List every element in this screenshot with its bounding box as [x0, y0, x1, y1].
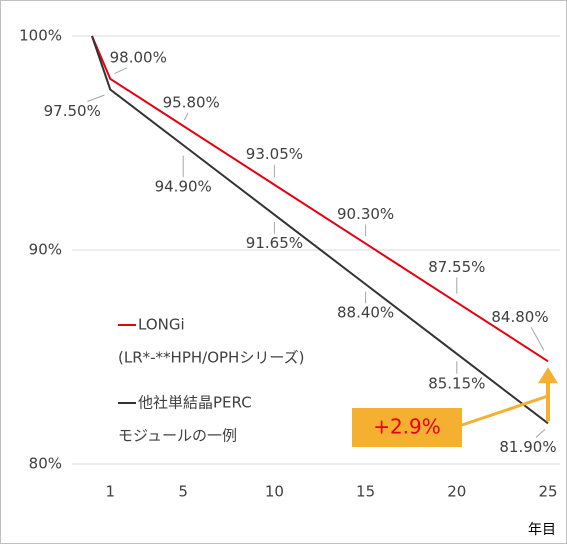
x-tick-label: 10 — [265, 483, 284, 501]
x-tick-label: 5 — [178, 483, 188, 501]
data-label: 91.65% — [246, 234, 303, 252]
leader-line — [530, 327, 545, 351]
data-label: 98.00% — [110, 48, 167, 66]
data-label: 93.05% — [246, 145, 303, 163]
legend-note: (LR*-**HPH/OPHシリーズ) — [118, 349, 304, 367]
data-label: 88.40% — [337, 304, 394, 322]
x-tick-label: 15 — [356, 483, 375, 501]
annotation: +2.9% — [373, 415, 441, 439]
series-line — [91, 35, 549, 363]
y-tick-label: 100% — [19, 27, 62, 45]
leader-line — [87, 94, 105, 102]
annotation-arrow — [461, 394, 549, 427]
data-label: 85.15% — [428, 374, 485, 392]
annotation-box — [352, 408, 462, 447]
legend-note: モジュールの一例 — [118, 427, 237, 445]
x-tick-label: 1 — [105, 483, 115, 501]
x-axis-label: 年目 — [528, 522, 556, 538]
data-label: 81.90% — [499, 438, 556, 456]
leader-line — [183, 112, 189, 121]
leader-line — [114, 67, 128, 75]
leader-line — [535, 428, 546, 438]
annotation-arrowhead — [538, 367, 558, 384]
data-label: 87.55% — [428, 258, 485, 276]
data-label: 97.50% — [44, 102, 101, 120]
data-label: 95.80% — [163, 93, 220, 111]
x-tick-label: 25 — [538, 483, 557, 501]
legend-label: 他社単結晶PERC — [138, 394, 252, 412]
y-tick-label: 80% — [29, 455, 62, 473]
y-tick-label: 90% — [29, 241, 62, 259]
data-label: 84.80% — [491, 308, 548, 326]
series-line — [91, 35, 549, 425]
data-label: 94.90% — [155, 178, 212, 196]
legend-label: LONGi — [138, 316, 185, 334]
data-label: 90.30% — [337, 205, 394, 223]
x-tick-label: 20 — [447, 483, 466, 501]
